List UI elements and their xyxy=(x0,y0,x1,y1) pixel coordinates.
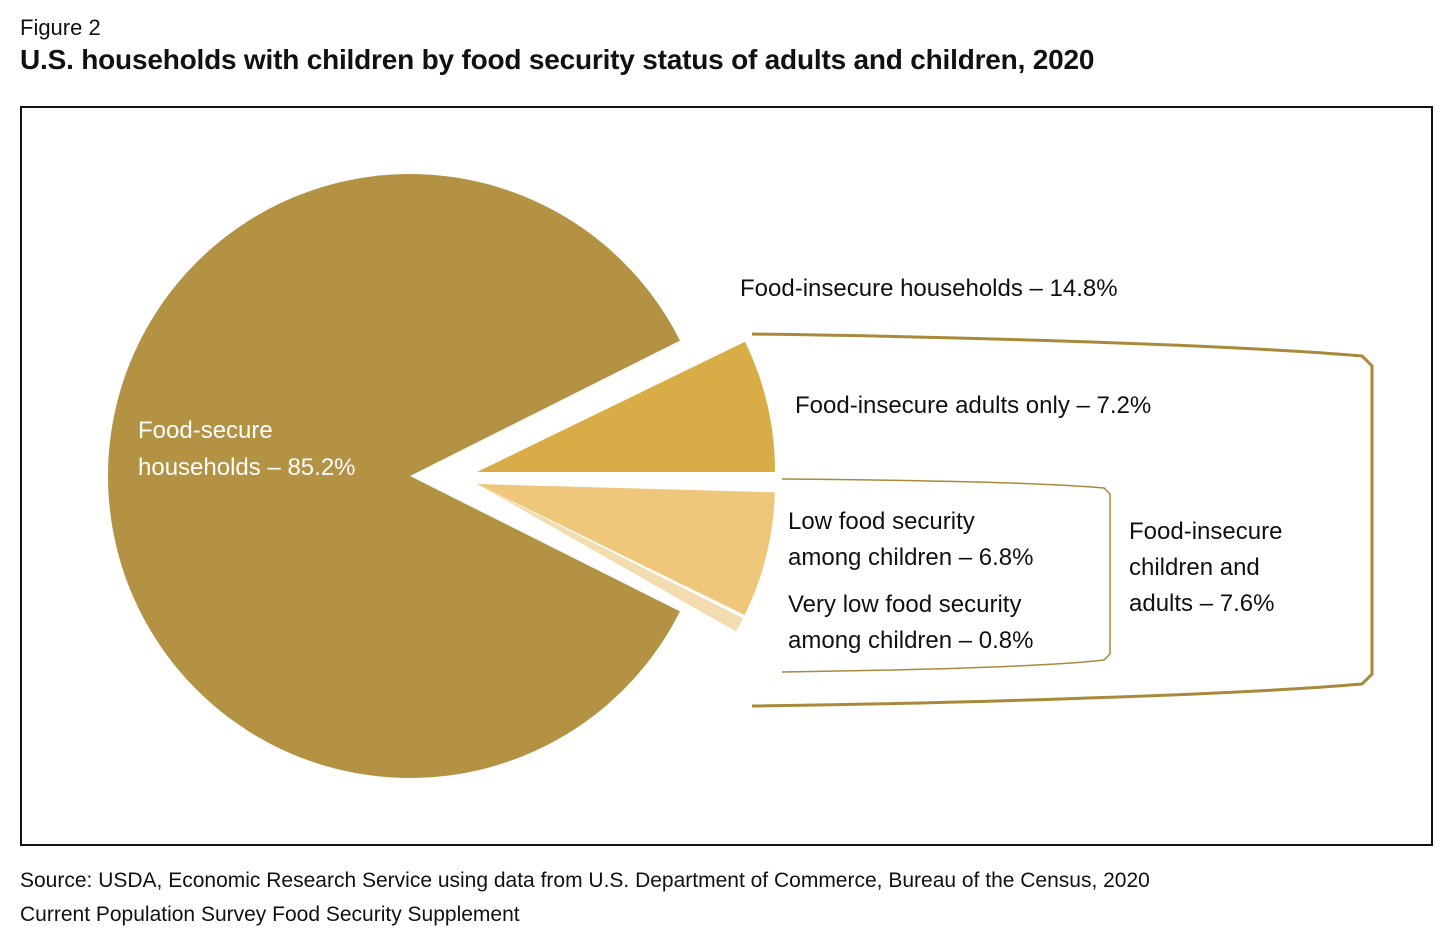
pie-slice-adults-only xyxy=(477,341,775,472)
chart-frame: Food-secure households – 85.2% Food-insecu… xyxy=(20,106,1433,846)
label-adults-only-line: Food-insecure adults only – 7.2% xyxy=(795,392,1151,419)
source-note: Source: USDA, Economic Research Service … xyxy=(20,864,1150,932)
label-children-and-adults-line: adults – 7.6% xyxy=(1129,590,1274,617)
label-food-insecure-households-line: Food-insecure households – 14.8% xyxy=(740,275,1118,302)
source-line-1: Source: USDA, Economic Research Service … xyxy=(20,869,1150,892)
pie-slice-very-low-children xyxy=(477,484,744,632)
figure-label: Figure 2 xyxy=(20,15,101,40)
label-children-and-adults: Food-insecure children and adults – 7.6% xyxy=(1129,518,1282,617)
pie-chart: Food-secure households – 85.2% Food-insecu… xyxy=(107,174,1374,779)
label-food-secure: Food-secure households – 85.2% xyxy=(138,417,356,481)
label-low-children-line: Low food security xyxy=(788,508,975,535)
label-children-and-adults-line: children and xyxy=(1129,554,1260,581)
pie-slice-food-secure xyxy=(107,174,680,779)
label-very-low-children-line: Very low food security xyxy=(788,591,1021,618)
label-low-children: Low food security among children – 6.8% xyxy=(788,508,1033,571)
chart-title: U.S. households with children by food se… xyxy=(20,44,1095,75)
label-food-insecure-households: Food-insecure households – 14.8% xyxy=(740,275,1118,302)
label-low-children-line: among children – 6.8% xyxy=(788,544,1033,571)
label-food-secure-line: Food-secure xyxy=(138,417,273,444)
label-very-low-children: Very low food security among children – 0… xyxy=(788,591,1033,654)
source-line-2: Current Population Survey Food Security … xyxy=(20,903,520,926)
label-food-secure-line: households – 85.2% xyxy=(138,454,356,481)
pie-slice-low-children xyxy=(477,484,775,616)
bracket-children-and-adults xyxy=(781,478,1111,673)
label-very-low-children-line: among children – 0.8% xyxy=(788,627,1033,654)
bracket-food-insecure-households xyxy=(751,332,1374,708)
label-children-and-adults-line: Food-insecure xyxy=(1129,518,1282,545)
label-adults-only: Food-insecure adults only – 7.2% xyxy=(795,392,1151,419)
